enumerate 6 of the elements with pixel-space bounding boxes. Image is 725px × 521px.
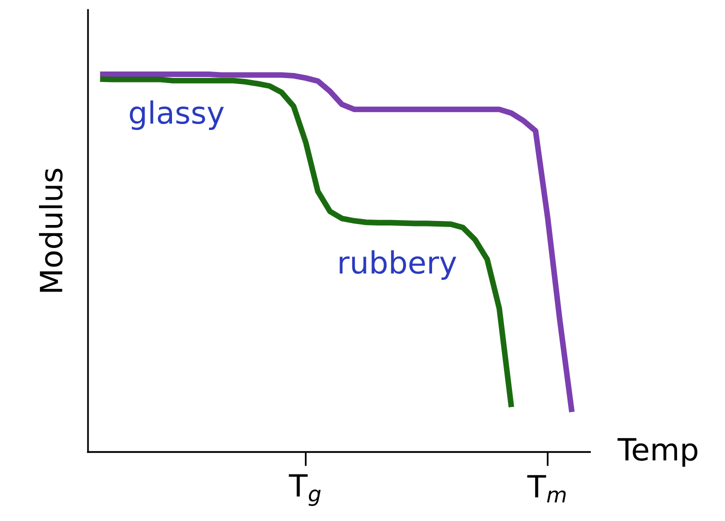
x-tick-label: T$_{g}$ <box>288 474 321 506</box>
y-axis-title: Modulus <box>38 168 63 292</box>
annotation: glassy <box>130 100 224 130</box>
x-tick-label: T$_{m}$ <box>527 475 566 502</box>
x-axis-title: Temp <box>618 438 698 467</box>
annotation: rubbery <box>340 250 456 280</box>
